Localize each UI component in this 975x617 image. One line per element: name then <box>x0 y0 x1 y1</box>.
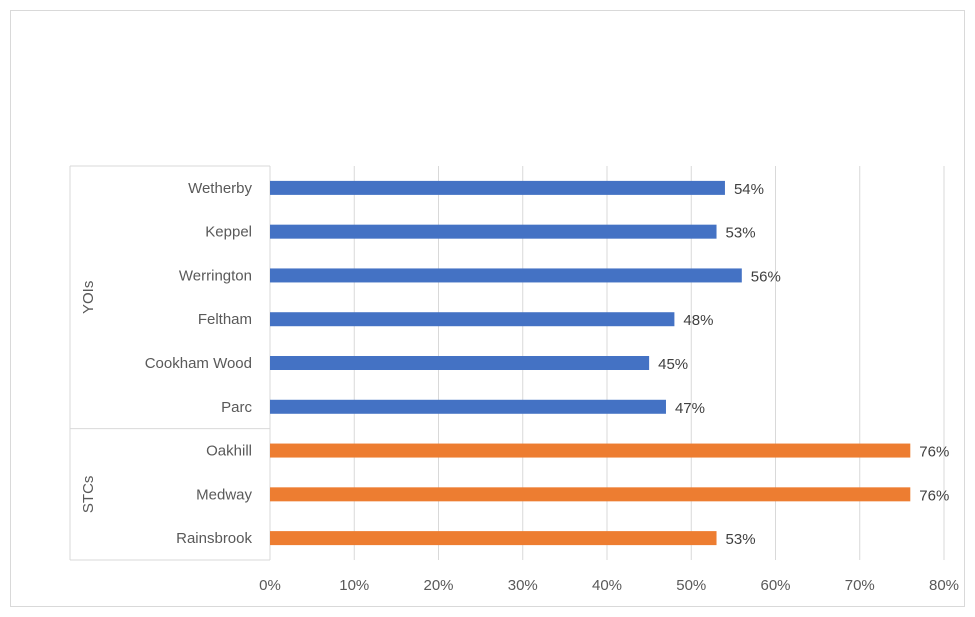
x-tick-label: 60% <box>760 577 790 594</box>
category-label: Oakhill <box>206 443 252 460</box>
x-tick-label: 50% <box>676 577 706 594</box>
bar-wetherby <box>270 180 725 195</box>
bar-keppel <box>270 224 717 239</box>
bar-werrington <box>270 268 742 283</box>
bar-parc <box>270 399 666 414</box>
x-tick-label: 0% <box>259 577 281 594</box>
x-tick-label: 10% <box>339 577 369 594</box>
category-label: Cookham Wood <box>145 355 252 372</box>
data-label: 54% <box>734 181 764 198</box>
bar-oakhill <box>270 443 911 458</box>
category-label: Wetherby <box>188 180 252 197</box>
data-label: 53% <box>726 531 756 548</box>
bar-cookham-wood <box>270 356 650 370</box>
x-tick-label: 20% <box>423 577 453 594</box>
category-label: Keppel <box>205 224 252 241</box>
data-label: 48% <box>683 312 713 329</box>
x-tick-label: 70% <box>845 577 875 594</box>
x-tick-label: 40% <box>592 577 622 594</box>
category-label: Werrington <box>179 267 252 284</box>
group-label-stcs: STCs <box>80 476 97 514</box>
bar-medway <box>270 487 911 502</box>
data-label: 76% <box>919 444 949 461</box>
bar-rainsbrook <box>270 531 717 546</box>
data-label: 56% <box>751 268 781 285</box>
bar-feltham <box>270 312 675 327</box>
category-label: Feltham <box>198 311 252 328</box>
group-label-yois: YOIs <box>80 281 97 314</box>
x-tick-label: 30% <box>508 577 538 594</box>
data-label: 76% <box>919 487 949 504</box>
data-label: 53% <box>726 225 756 242</box>
data-label: 47% <box>675 400 705 417</box>
category-label: Rainsbrook <box>176 530 252 547</box>
category-label: Medway <box>196 486 252 503</box>
data-label: 45% <box>658 356 688 373</box>
x-tick-label: 80% <box>929 577 959 594</box>
chart-frame <box>10 10 965 607</box>
category-label: Parc <box>221 399 252 416</box>
